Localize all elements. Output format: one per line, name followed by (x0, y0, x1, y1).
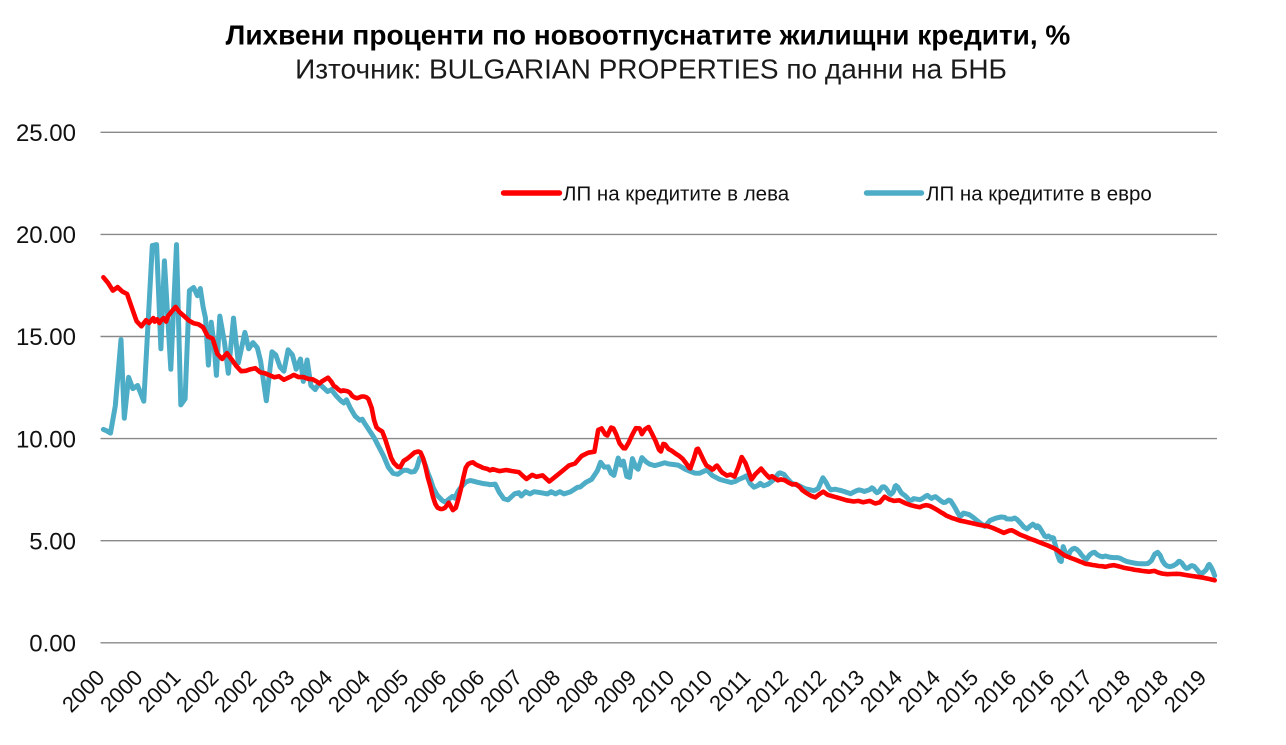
svg-text:5.00: 5.00 (29, 528, 76, 555)
svg-text:10.00: 10.00 (16, 426, 76, 453)
svg-text:0.00: 0.00 (29, 631, 76, 658)
svg-text:25.00: 25.00 (16, 120, 76, 147)
svg-text:Лихвени проценти по новоотпусн: Лихвени проценти по новоотпуснатите жили… (226, 20, 1071, 51)
svg-text:ЛП на кредитите в евро: ЛП на кредитите в евро (926, 183, 1152, 206)
svg-text:Източник: BULGARIAN PROPERTIES: Източник: BULGARIAN PROPERTIES по данни … (295, 54, 1007, 85)
svg-text:ЛП на кредитите в лева: ЛП на кредитите в лева (563, 183, 790, 206)
svg-text:20.00: 20.00 (16, 222, 76, 249)
svg-text:15.00: 15.00 (16, 324, 76, 351)
